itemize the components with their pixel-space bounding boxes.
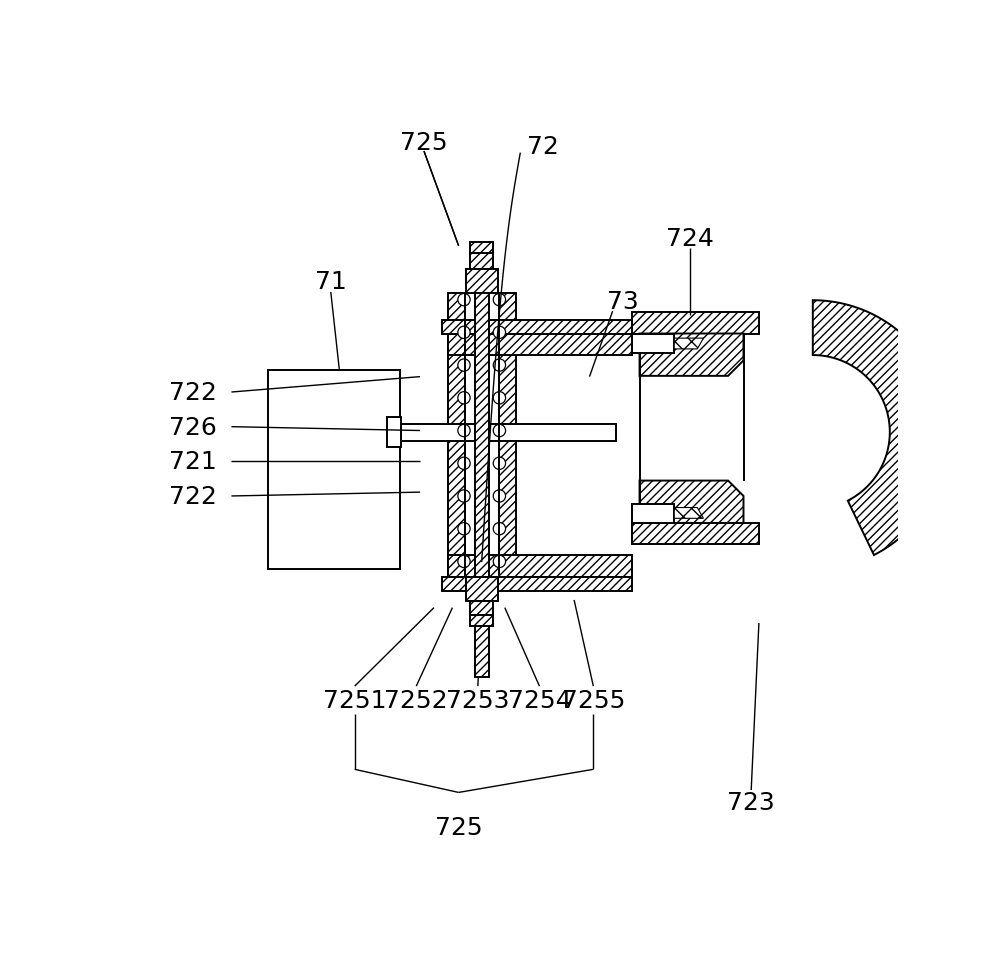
Polygon shape xyxy=(466,270,498,294)
Polygon shape xyxy=(470,242,493,254)
Text: 726: 726 xyxy=(169,415,217,440)
Circle shape xyxy=(493,490,506,502)
Text: 725: 725 xyxy=(435,815,482,839)
Polygon shape xyxy=(448,556,632,577)
Text: 721: 721 xyxy=(169,449,217,474)
Text: 73: 73 xyxy=(607,290,638,314)
Text: 723: 723 xyxy=(727,789,775,814)
Circle shape xyxy=(493,327,506,339)
Polygon shape xyxy=(466,577,498,602)
Polygon shape xyxy=(470,616,493,626)
Polygon shape xyxy=(470,602,493,616)
Polygon shape xyxy=(632,334,674,354)
Circle shape xyxy=(458,457,470,470)
Circle shape xyxy=(458,392,470,404)
Polygon shape xyxy=(448,334,632,356)
Circle shape xyxy=(458,523,470,535)
Polygon shape xyxy=(640,481,744,524)
Circle shape xyxy=(458,556,470,568)
Polygon shape xyxy=(442,320,632,334)
Text: 7253: 7253 xyxy=(446,689,510,712)
Polygon shape xyxy=(640,334,744,376)
Polygon shape xyxy=(470,254,493,270)
Text: 71: 71 xyxy=(315,270,347,294)
Polygon shape xyxy=(475,254,489,285)
Polygon shape xyxy=(268,371,400,570)
Circle shape xyxy=(493,360,506,372)
Polygon shape xyxy=(632,524,759,545)
Circle shape xyxy=(458,327,470,339)
Polygon shape xyxy=(448,294,465,577)
Text: 72: 72 xyxy=(527,135,559,158)
Polygon shape xyxy=(499,294,516,577)
Circle shape xyxy=(493,457,506,470)
Text: 722: 722 xyxy=(169,381,217,404)
Circle shape xyxy=(493,425,506,438)
Circle shape xyxy=(493,523,506,535)
Text: 7251: 7251 xyxy=(323,689,386,712)
Circle shape xyxy=(458,425,470,438)
Polygon shape xyxy=(674,508,703,519)
Polygon shape xyxy=(387,417,401,448)
Circle shape xyxy=(458,360,470,372)
Polygon shape xyxy=(442,577,632,591)
Circle shape xyxy=(493,556,506,568)
Text: 724: 724 xyxy=(666,227,714,251)
Polygon shape xyxy=(632,504,674,524)
Polygon shape xyxy=(632,313,759,334)
Text: 725: 725 xyxy=(400,131,448,154)
Text: 722: 722 xyxy=(169,485,217,508)
Polygon shape xyxy=(813,301,948,556)
Circle shape xyxy=(493,392,506,404)
Polygon shape xyxy=(401,424,616,441)
Circle shape xyxy=(493,294,506,307)
Circle shape xyxy=(458,490,470,502)
Circle shape xyxy=(458,294,470,307)
Text: 7252: 7252 xyxy=(384,689,448,712)
Polygon shape xyxy=(674,339,703,350)
Polygon shape xyxy=(475,285,489,677)
Text: 7254: 7254 xyxy=(508,689,571,712)
Text: 7255: 7255 xyxy=(562,689,625,712)
